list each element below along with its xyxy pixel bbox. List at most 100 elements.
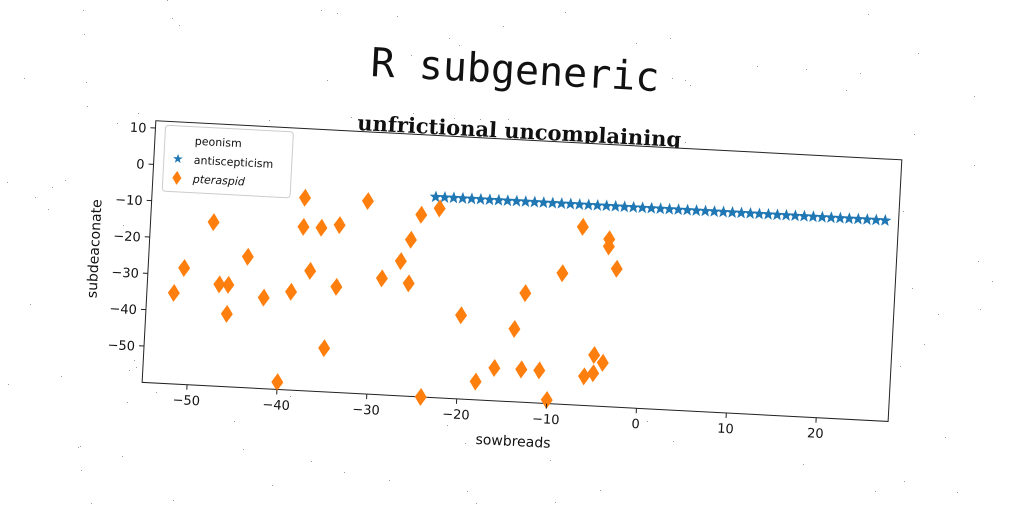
antiscepticism-point <box>780 208 793 221</box>
antiscepticism-point <box>528 195 541 208</box>
y-tick-label: −40 <box>109 302 137 318</box>
pteraspid-point <box>556 264 569 283</box>
antiscepticism-point <box>735 206 748 219</box>
antiscepticism-point <box>636 201 649 214</box>
antiscepticism-point <box>645 201 658 214</box>
x-tick-label: 20 <box>807 426 824 442</box>
antiscepticism-point <box>807 210 820 223</box>
legend-entry-label: antiscepticism <box>193 154 273 171</box>
antiscepticism-point <box>546 196 559 209</box>
pteraspid-point <box>576 217 589 236</box>
pteraspid-point <box>330 277 343 296</box>
pteraspid-point <box>213 275 226 294</box>
antiscepticism-point <box>465 192 478 205</box>
pteraspid-point <box>540 390 553 409</box>
pteraspid-point <box>533 361 546 380</box>
axes-frame <box>141 120 903 422</box>
antiscepticism-point <box>879 214 892 227</box>
pteraspid-point <box>333 216 346 235</box>
antiscepticism-point <box>789 209 802 222</box>
x-tick-label: −40 <box>262 398 290 414</box>
y-tick-label: 10 <box>129 121 146 137</box>
antiscepticism-point <box>447 191 461 204</box>
antiscepticism-point <box>519 195 532 208</box>
antiscepticism-point <box>564 197 577 210</box>
legend-star-marker <box>173 153 183 164</box>
antiscepticism-point <box>555 197 568 210</box>
antiscepticism-point <box>798 209 811 222</box>
antiscepticism-point <box>762 207 775 220</box>
pteraspid-point <box>455 306 468 325</box>
antiscepticism-point <box>663 202 676 215</box>
antiscepticism-point <box>834 211 847 224</box>
pteraspid-point <box>515 360 528 379</box>
antiscepticism-point <box>852 212 865 225</box>
pteraspid-point <box>610 259 623 278</box>
antiscepticism-point <box>672 203 685 216</box>
pteraspid-point <box>257 288 270 307</box>
pteraspid-point <box>519 284 532 303</box>
pteraspid-point <box>508 320 521 338</box>
pteraspid-point <box>361 192 374 211</box>
antiscepticism-point <box>870 213 883 226</box>
antiscepticism-point <box>438 190 452 203</box>
pteraspid-point <box>394 252 407 271</box>
antiscepticism-point <box>501 194 514 207</box>
legend-diamond-marker <box>172 170 182 185</box>
antiscepticism-point <box>681 203 694 216</box>
antiscepticism-point <box>618 200 631 213</box>
antiscepticism-point <box>537 196 550 209</box>
antiscepticism-point <box>456 191 469 204</box>
antiscepticism-point <box>699 204 712 217</box>
antiscepticism-point <box>573 198 586 211</box>
pteraspid-point <box>299 188 312 207</box>
antiscepticism-point <box>708 205 721 218</box>
y-tick-label: 0 <box>136 157 145 172</box>
y-tick-label: −50 <box>107 338 135 354</box>
x-tick-label: −20 <box>442 407 470 423</box>
pteraspid-point <box>271 373 284 392</box>
axis-ticks: −50 −40 −30 −20 −10 0 10 20 10 0 −10 −20 −30 −40 −50 <box>107 121 824 442</box>
plot-area <box>141 120 903 422</box>
antiscepticism-point <box>654 202 667 215</box>
pteraspid-point <box>220 304 233 323</box>
antiscepticism-point <box>609 199 622 212</box>
pteraspid-point <box>285 282 298 301</box>
pteraspid-point <box>241 247 254 266</box>
pteraspid-point <box>596 353 609 372</box>
antiscepticism-point <box>591 198 604 211</box>
y-axis-label: subdeaconate <box>84 199 105 299</box>
y-tick-label: −20 <box>113 229 141 245</box>
pteraspid-point <box>433 199 446 218</box>
pteraspid-point <box>404 230 417 249</box>
antiscepticism-point <box>483 193 496 206</box>
antiscepticism-point <box>690 204 703 217</box>
x-axis-label: sowbreads <box>475 432 551 452</box>
pteraspid-point <box>415 205 428 224</box>
legend-box <box>161 124 294 199</box>
antiscepticism-point <box>843 212 856 225</box>
y-tick-label: −10 <box>115 193 143 209</box>
pteraspid-point <box>588 346 601 365</box>
pteraspid-point <box>414 387 427 406</box>
antiscepticism-point <box>825 211 838 224</box>
antiscepticism-point <box>816 210 829 223</box>
legend: peonism antiscepticism pteraspid <box>161 124 294 199</box>
antiscepticism-point <box>492 193 505 206</box>
pteraspid-point <box>602 237 615 256</box>
x-tick-label: −10 <box>532 412 560 428</box>
antiscepticism-point <box>861 213 874 226</box>
pteraspid-point <box>222 275 235 294</box>
antiscepticism-point <box>429 190 443 203</box>
legend-entry-label: peonism <box>194 135 242 150</box>
pteraspid-point <box>587 364 600 383</box>
pteraspid-point <box>375 269 388 288</box>
pteraspid-point <box>318 339 331 358</box>
pteraspid-point <box>578 367 591 386</box>
pteraspid-point <box>297 217 310 236</box>
y-tick-label: −30 <box>111 265 139 281</box>
x-tick-label: −50 <box>172 393 200 409</box>
x-tick-label: 10 <box>717 422 734 438</box>
pteraspid-point <box>402 274 415 293</box>
